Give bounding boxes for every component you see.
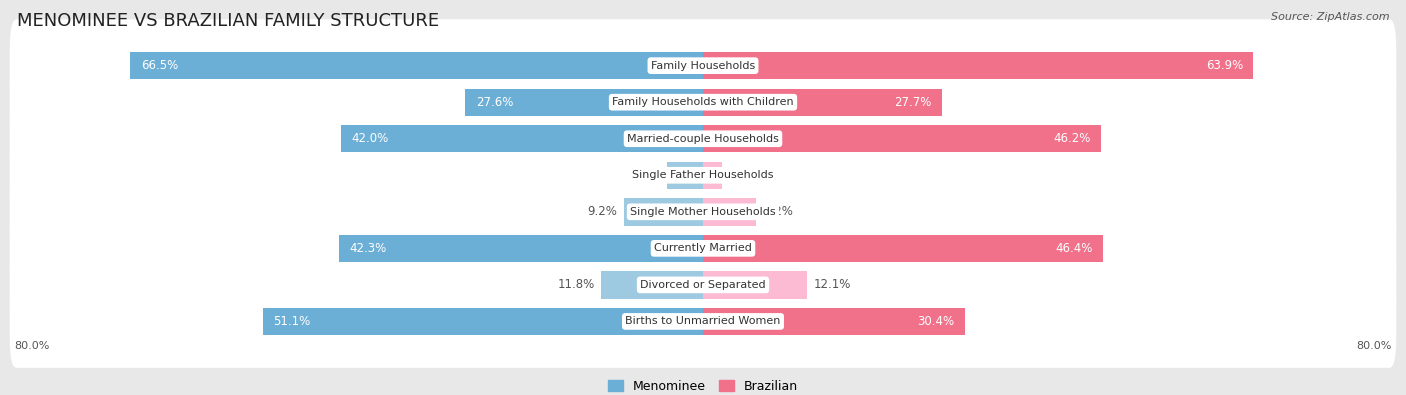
Text: MENOMINEE VS BRAZILIAN FAMILY STRUCTURE: MENOMINEE VS BRAZILIAN FAMILY STRUCTURE: [17, 12, 439, 30]
Text: Family Households: Family Households: [651, 61, 755, 71]
Text: 66.5%: 66.5%: [141, 59, 179, 72]
Text: 2.2%: 2.2%: [728, 169, 759, 182]
Text: 27.7%: 27.7%: [894, 96, 931, 109]
Bar: [703, 308, 965, 335]
Text: 11.8%: 11.8%: [557, 278, 595, 292]
FancyBboxPatch shape: [10, 275, 1396, 368]
Bar: [703, 52, 1253, 79]
Bar: [131, 52, 703, 79]
Text: 30.4%: 30.4%: [917, 315, 955, 328]
FancyBboxPatch shape: [10, 166, 1396, 258]
Text: 4.2%: 4.2%: [630, 169, 659, 182]
Bar: [624, 198, 703, 226]
Text: Divorced or Separated: Divorced or Separated: [640, 280, 766, 290]
Text: Source: ZipAtlas.com: Source: ZipAtlas.com: [1271, 12, 1389, 22]
FancyBboxPatch shape: [10, 19, 1396, 112]
Text: Family Households with Children: Family Households with Children: [612, 97, 794, 107]
Legend: Menominee, Brazilian: Menominee, Brazilian: [603, 375, 803, 395]
Text: 46.2%: 46.2%: [1053, 132, 1091, 145]
Text: Single Mother Households: Single Mother Households: [630, 207, 776, 217]
Text: 6.2%: 6.2%: [763, 205, 793, 218]
Text: Currently Married: Currently Married: [654, 243, 752, 253]
Text: 51.1%: 51.1%: [273, 315, 311, 328]
Bar: [703, 198, 756, 226]
Bar: [703, 271, 807, 299]
Text: Married-couple Households: Married-couple Households: [627, 134, 779, 144]
Text: 42.3%: 42.3%: [349, 242, 387, 255]
Bar: [666, 162, 703, 189]
Text: Births to Unmarried Women: Births to Unmarried Women: [626, 316, 780, 326]
Text: 9.2%: 9.2%: [588, 205, 617, 218]
Text: 42.0%: 42.0%: [352, 132, 389, 145]
Text: 80.0%: 80.0%: [14, 341, 49, 351]
Text: 80.0%: 80.0%: [1357, 341, 1392, 351]
Bar: [263, 308, 703, 335]
Text: 27.6%: 27.6%: [475, 96, 513, 109]
Bar: [703, 235, 1102, 262]
Bar: [602, 271, 703, 299]
Bar: [703, 125, 1101, 152]
Bar: [342, 125, 703, 152]
FancyBboxPatch shape: [10, 239, 1396, 331]
Text: Single Father Households: Single Father Households: [633, 170, 773, 180]
FancyBboxPatch shape: [10, 92, 1396, 185]
Bar: [465, 88, 703, 116]
Text: 46.4%: 46.4%: [1054, 242, 1092, 255]
FancyBboxPatch shape: [10, 129, 1396, 222]
FancyBboxPatch shape: [10, 56, 1396, 149]
Text: 63.9%: 63.9%: [1206, 59, 1243, 72]
FancyBboxPatch shape: [10, 202, 1396, 295]
Bar: [703, 88, 942, 116]
Text: 12.1%: 12.1%: [814, 278, 852, 292]
Bar: [339, 235, 703, 262]
Bar: [703, 162, 721, 189]
